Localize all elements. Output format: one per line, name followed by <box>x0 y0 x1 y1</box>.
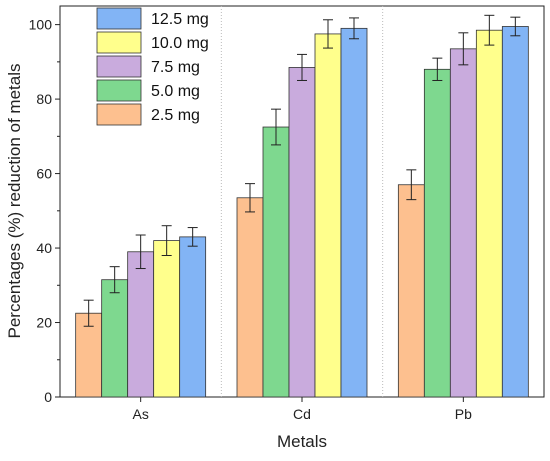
bar-pb-12-5-mg <box>501 26 529 398</box>
x-tick-label-as: As <box>132 406 148 422</box>
legend-entry: 7.5 mg <box>96 55 200 78</box>
error-bar <box>245 183 255 213</box>
error-bar <box>135 234 146 270</box>
error-bar <box>297 53 307 81</box>
legend: 12.5 mg 10.0 mg 7.5 mg 5.0 mg 2.5 mg <box>96 7 209 126</box>
legend-entry: 2.5 mg <box>96 103 200 126</box>
legend-label: 7.5 mg <box>151 59 200 76</box>
bar-as-12-5-mg <box>179 236 207 398</box>
bar-as-2-5-mg <box>75 312 103 398</box>
bar-cd-12-5-mg <box>340 27 368 398</box>
legend-swatch <box>96 55 142 78</box>
bar-cd-7-5-mg <box>288 67 316 398</box>
y-tick-label: 20 <box>36 315 52 331</box>
error-bar <box>109 266 120 294</box>
legend-label: 2.5 mg <box>151 107 200 124</box>
bar-cd-2-5-mg <box>236 197 264 398</box>
y-tick-label: 80 <box>36 91 52 107</box>
y-tick-label: 0 <box>44 389 52 405</box>
legend-swatch <box>96 103 142 126</box>
error-bar <box>510 16 521 37</box>
error-bar <box>323 19 333 49</box>
y-tick-label: 60 <box>36 166 52 182</box>
error-bar <box>271 108 281 146</box>
legend-label: 12.5 mg <box>151 11 209 28</box>
bars-layer <box>75 14 529 398</box>
error-bar <box>406 169 417 201</box>
legend-label: 5.0 mg <box>151 83 200 100</box>
error-bar <box>458 32 469 66</box>
bar-as-5-0-mg <box>101 279 129 398</box>
legend-swatch <box>96 7 142 30</box>
x-tick-label-cd: Cd <box>293 406 311 422</box>
error-bar <box>83 299 94 327</box>
legend-entry: 12.5 mg <box>96 7 209 30</box>
legend-label: 10.0 mg <box>151 35 209 52</box>
x-axis-title: Metals <box>277 432 327 451</box>
bar-pb-7-5-mg <box>449 48 477 398</box>
legend-entry: 5.0 mg <box>96 79 200 102</box>
legend-entry: 10.0 mg <box>96 31 209 54</box>
error-bar <box>432 57 443 81</box>
error-bar <box>161 225 172 256</box>
bar-as-10-0-mg <box>153 240 181 398</box>
legend-swatch <box>96 79 142 102</box>
y-axis-title: Percentages (%) reduction of metals <box>5 64 24 339</box>
bar-pb-10-0-mg <box>475 29 503 398</box>
y-tick-label: 40 <box>36 240 52 256</box>
bar-cd-5-0-mg <box>262 126 290 398</box>
x-tick-label-pb: Pb <box>455 406 472 422</box>
error-bar <box>187 227 198 247</box>
bar-pb-5-0-mg <box>423 68 451 398</box>
axis-layer: 0 20 40 60 80 100 As Cd Pb <box>29 6 472 422</box>
error-bar <box>349 17 359 40</box>
legend-swatch <box>96 31 142 54</box>
bar-as-7-5-mg <box>127 251 155 398</box>
y-tick-label: 100 <box>29 17 53 33</box>
error-bar <box>484 14 495 46</box>
bar-pb-2-5-mg <box>397 184 425 398</box>
bar-cd-10-0-mg <box>314 33 342 398</box>
